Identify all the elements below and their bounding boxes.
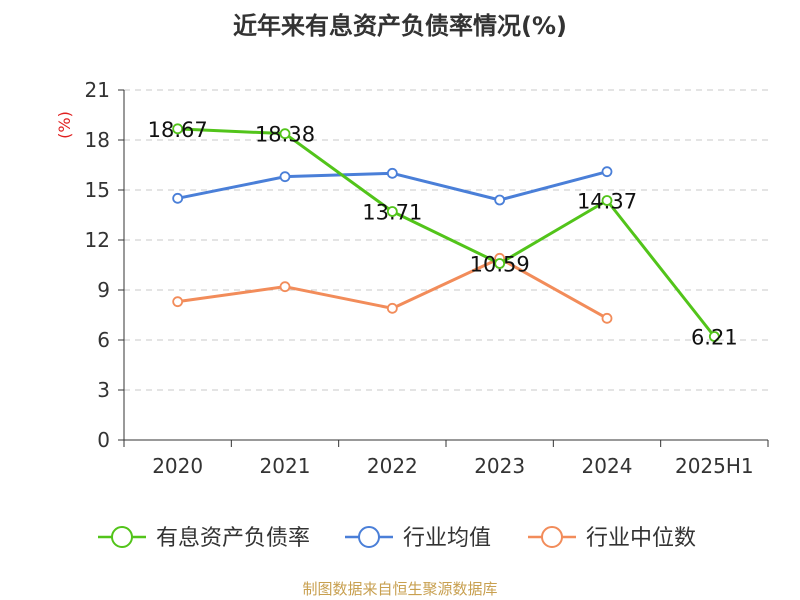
data-label: 14.37 — [577, 190, 637, 214]
legend-item: 有息资产负债率 — [98, 526, 310, 551]
y-tick-label: 3 — [97, 378, 110, 402]
legend-item: 行业中位数 — [528, 526, 696, 551]
series-group — [172, 166, 613, 206]
x-tick-label: 2023 — [474, 454, 525, 478]
data-point — [279, 281, 291, 293]
source-note: 制图数据来自恒生聚源数据库 — [302, 580, 498, 598]
legend-label: 行业中位数 — [586, 526, 696, 551]
legend-marker — [358, 526, 380, 548]
legend-item: 行业均值 — [345, 526, 491, 551]
data-point — [172, 192, 184, 204]
data-point — [601, 312, 613, 324]
data-label: 18.38 — [255, 123, 315, 147]
x-tick-label: 2024 — [582, 454, 633, 478]
series-group — [172, 123, 720, 342]
series-line — [177, 127, 716, 338]
y-tick-label: 15 — [85, 178, 110, 202]
data-point — [601, 195, 613, 206]
data-point — [708, 331, 720, 342]
data-point — [172, 296, 184, 308]
legend-marker — [111, 526, 133, 548]
x-tick-label: 2021 — [260, 454, 311, 478]
chart-title: 近年来有息资产负债率情况(%) — [233, 12, 567, 40]
y-tick-label: 21 — [85, 78, 110, 102]
x-tick-label: 2025H1 — [675, 454, 754, 478]
legend-marker — [541, 526, 563, 548]
series-group — [172, 252, 613, 324]
y-tick-label: 18 — [85, 128, 110, 152]
data-label: 6.21 — [691, 326, 738, 350]
data-label: 18.67 — [148, 118, 208, 142]
y-axis-label: (%) — [55, 111, 74, 139]
legend-label: 行业均值 — [403, 526, 491, 551]
legend-label: 有息资产负债率 — [156, 526, 310, 551]
y-tick-label: 12 — [85, 228, 110, 252]
data-point — [172, 123, 184, 135]
data-label: 10.59 — [470, 253, 530, 277]
data-point — [279, 171, 291, 183]
data-point — [494, 258, 506, 269]
data-point — [386, 167, 398, 179]
x-tick-label: 2022 — [367, 454, 418, 478]
x-tick-label: 2020 — [152, 454, 203, 478]
data-point — [386, 302, 398, 314]
data-point — [601, 166, 613, 178]
y-tick-label: 0 — [97, 428, 110, 452]
data-label: 13.71 — [362, 201, 422, 225]
data-point — [279, 128, 291, 140]
y-tick-label: 6 — [97, 328, 110, 352]
y-tick-label: 9 — [97, 278, 110, 302]
data-point — [386, 206, 398, 217]
data-point — [494, 194, 506, 206]
